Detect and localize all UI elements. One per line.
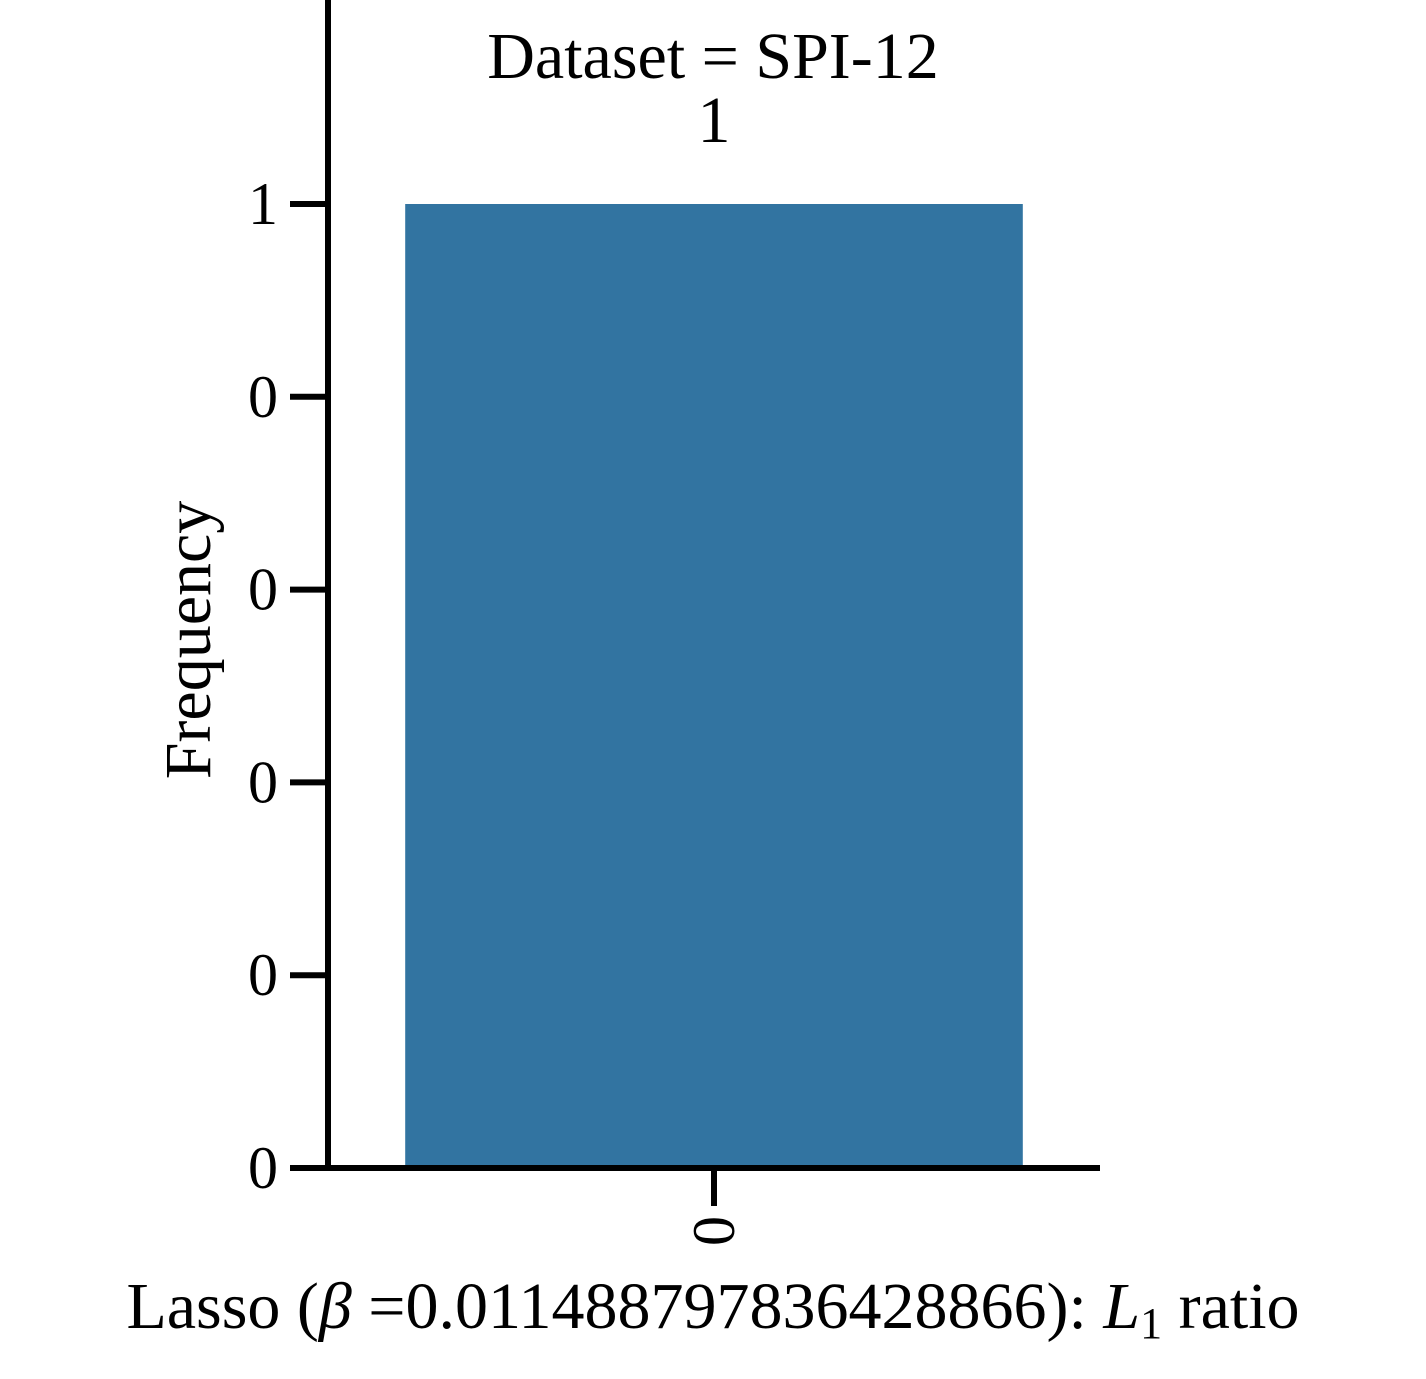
bar-data-label: 1 — [698, 84, 731, 157]
y-axis-label: Frequency — [152, 501, 225, 780]
y-tick-label: 0 — [248, 557, 278, 623]
chart-title: Dataset = SPI-12 — [487, 20, 939, 93]
bar — [405, 204, 1023, 1168]
y-tick-label: 0 — [248, 942, 278, 1008]
x-axis-label-l: L — [1102, 1270, 1140, 1343]
labels-layer: 1 0 0 0 0 0 0 1 — [248, 84, 747, 1246]
bars-layer — [405, 204, 1023, 1168]
y-tick-label: 1 — [248, 171, 278, 237]
x-tick-label: 0 — [681, 1216, 747, 1246]
y-tick-label: 0 — [248, 749, 278, 815]
x-axis-label-middle: =0.011488797836428866): — [352, 1270, 1104, 1343]
axes-layer — [290, 0, 1100, 1206]
x-axis-label-beta: β — [317, 1270, 352, 1343]
y-tick-label: 0 — [248, 1135, 278, 1201]
x-axis-label-prefix: Lasso ( — [126, 1270, 318, 1343]
x-axis-label: Lasso (β =0.011488797836428866): L1 rati… — [126, 1270, 1299, 1348]
y-tick-label: 0 — [248, 364, 278, 430]
x-axis-label-subscript: 1 — [1140, 1299, 1162, 1348]
x-axis-label-suffix: ratio — [1162, 1270, 1299, 1343]
